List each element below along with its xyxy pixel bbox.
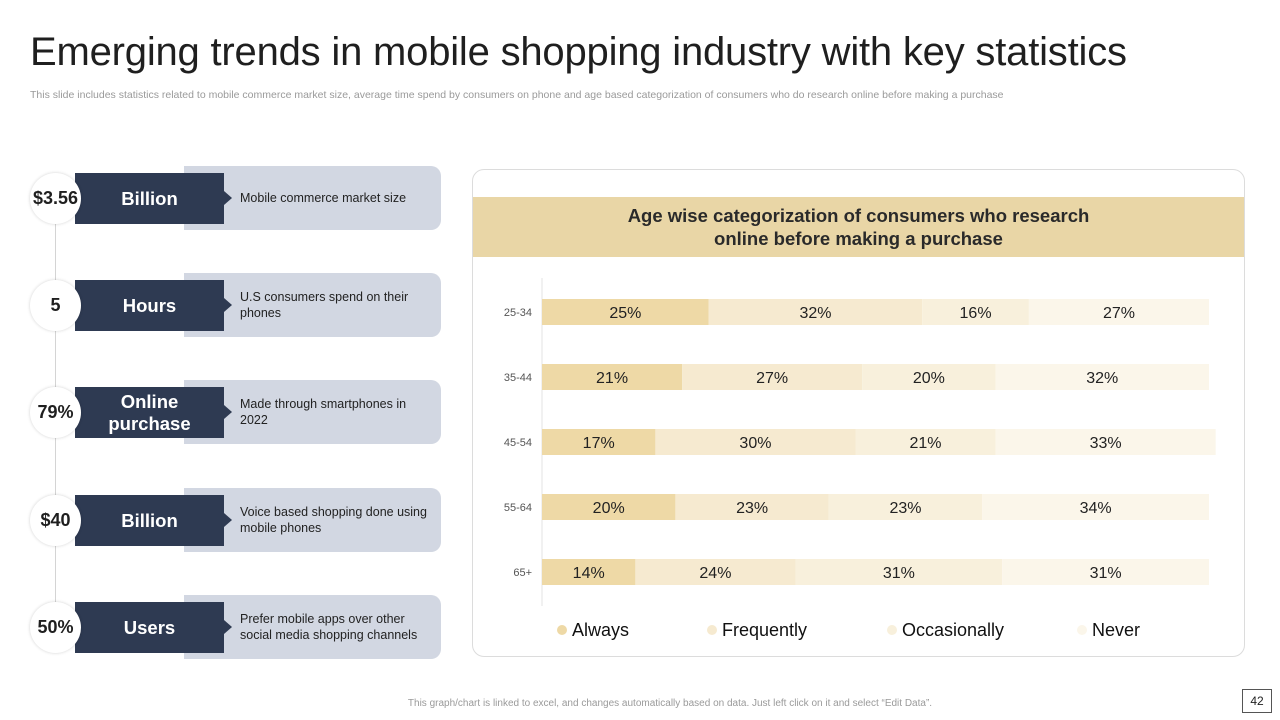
bar-segment-occasionally: [855, 429, 996, 455]
stat-value: 50%: [30, 602, 81, 653]
data-label: 21%: [910, 435, 942, 452]
slide-subtitle: This slide includes statistics related t…: [30, 89, 1004, 101]
data-label: 27%: [1103, 305, 1135, 322]
stat-pointer: [224, 620, 232, 634]
data-label: 30%: [739, 435, 771, 452]
bar-segment-never: [982, 494, 1209, 520]
data-label: 21%: [596, 370, 628, 387]
chart-title: Age wise categorization of consumers who…: [473, 197, 1244, 257]
slide-title: Emerging trends in mobile shopping indus…: [30, 30, 1127, 74]
stat-description: Mobile commerce market size: [240, 191, 407, 205]
category-label: 45-54: [504, 437, 532, 449]
stat-item: Mobile commerce market size Billion $3.5…: [30, 166, 450, 230]
data-label: 20%: [593, 500, 625, 517]
bar-segment-frequently: [708, 299, 923, 325]
stat-item: Made through smartphones in 2022 Online …: [30, 380, 450, 444]
page-number: 42: [1242, 689, 1272, 713]
stat-label: Billion: [75, 495, 224, 546]
data-label: 27%: [756, 370, 788, 387]
stat-value: 79%: [30, 387, 81, 438]
data-label: 25%: [609, 305, 641, 322]
data-label: 20%: [913, 370, 945, 387]
legend-item-never: Never: [1077, 618, 1140, 642]
legend-swatch: [1077, 625, 1087, 635]
bar-segment-never: [1028, 299, 1209, 325]
stat-item: Prefer mobile apps over other social med…: [30, 595, 450, 659]
stat-label: Hours: [75, 280, 224, 331]
bar-segment-never: [1002, 559, 1209, 585]
data-label: 17%: [583, 435, 615, 452]
stat-label: Online purchase: [75, 387, 224, 438]
data-label: 32%: [1086, 370, 1118, 387]
chart-card: Age wise categorization of consumers who…: [472, 169, 1245, 657]
data-label: 14%: [573, 565, 605, 582]
data-label: 32%: [799, 305, 831, 322]
bar-segment-occasionally: [862, 364, 996, 390]
stat-label: Billion: [75, 173, 224, 224]
stacked-bar-chart: 25-34 25% 32% 16% 27% 35-44 21% 27% 20% 32% 45-54 1…: [504, 278, 1216, 606]
bar-segment-always: [542, 429, 656, 455]
category-label: 65+: [513, 567, 532, 579]
stat-item: U.S consumers spend on their phones Hour…: [30, 273, 450, 337]
bar-segment-always: [542, 299, 709, 325]
legend-item-occasionally: Occasionally: [887, 618, 1004, 642]
bar-segment-always: [542, 364, 683, 390]
data-label: 24%: [699, 565, 731, 582]
legend-label: Frequently: [722, 619, 808, 640]
data-label: 23%: [889, 500, 921, 517]
data-label: 16%: [960, 305, 992, 322]
bar-segment-always: [542, 559, 636, 585]
category-label: 55-64: [504, 502, 532, 514]
stats-list: Mobile commerce market size Billion $3.5…: [30, 166, 450, 666]
data-label: 23%: [736, 500, 768, 517]
stat-pointer: [224, 191, 232, 205]
stat-description: Made through smartphones in 2022: [240, 397, 407, 427]
stat-description: Voice based shopping done using mobile p…: [240, 505, 427, 535]
stat-pointer: [224, 298, 232, 312]
stat-value: $40: [30, 495, 81, 546]
legend-item-frequently: Frequently: [707, 618, 807, 642]
legend-swatch: [887, 625, 897, 635]
stat-value: $3.56: [30, 173, 81, 224]
bar-segment-occasionally: [828, 494, 983, 520]
bar-segment-always: [542, 494, 676, 520]
legend-item-always: Always: [557, 618, 629, 642]
stat-pointer: [224, 405, 232, 419]
bar-segment-frequently: [682, 364, 863, 390]
bar-segment-frequently: [655, 429, 856, 455]
stat-label: Users: [75, 602, 224, 653]
stat-description: Prefer mobile apps over other social med…: [240, 612, 418, 642]
bar-segment-occasionally: [795, 559, 1003, 585]
bar-segment-never: [995, 364, 1209, 390]
legend-swatch: [557, 625, 567, 635]
stat-item: Voice based shopping done using mobile p…: [30, 488, 450, 552]
bar-segment-frequently: [635, 559, 796, 585]
stat-description: U.S consumers spend on their phones: [240, 290, 409, 320]
category-label: 35-44: [504, 372, 532, 384]
bar-segment-occasionally: [922, 299, 1029, 325]
footer-note: This graph/chart is linked to excel, and…: [407, 698, 933, 709]
data-label: 34%: [1080, 500, 1112, 517]
data-label: 33%: [1090, 435, 1122, 452]
stat-pointer: [224, 513, 232, 527]
data-label: 31%: [883, 565, 915, 582]
bar-segment-frequently: [675, 494, 829, 520]
data-label: 31%: [1090, 565, 1122, 582]
chart-legend: Always Frequently Occasionally Never: [557, 618, 1217, 642]
stat-value: 5: [30, 280, 81, 331]
legend-label: Always: [572, 619, 630, 640]
category-label: 25-34: [504, 307, 532, 319]
bar-segment-never: [995, 429, 1216, 455]
legend-swatch: [707, 625, 717, 635]
legend-label: Never: [1092, 619, 1141, 640]
legend-label: Occasionally: [902, 619, 1005, 640]
